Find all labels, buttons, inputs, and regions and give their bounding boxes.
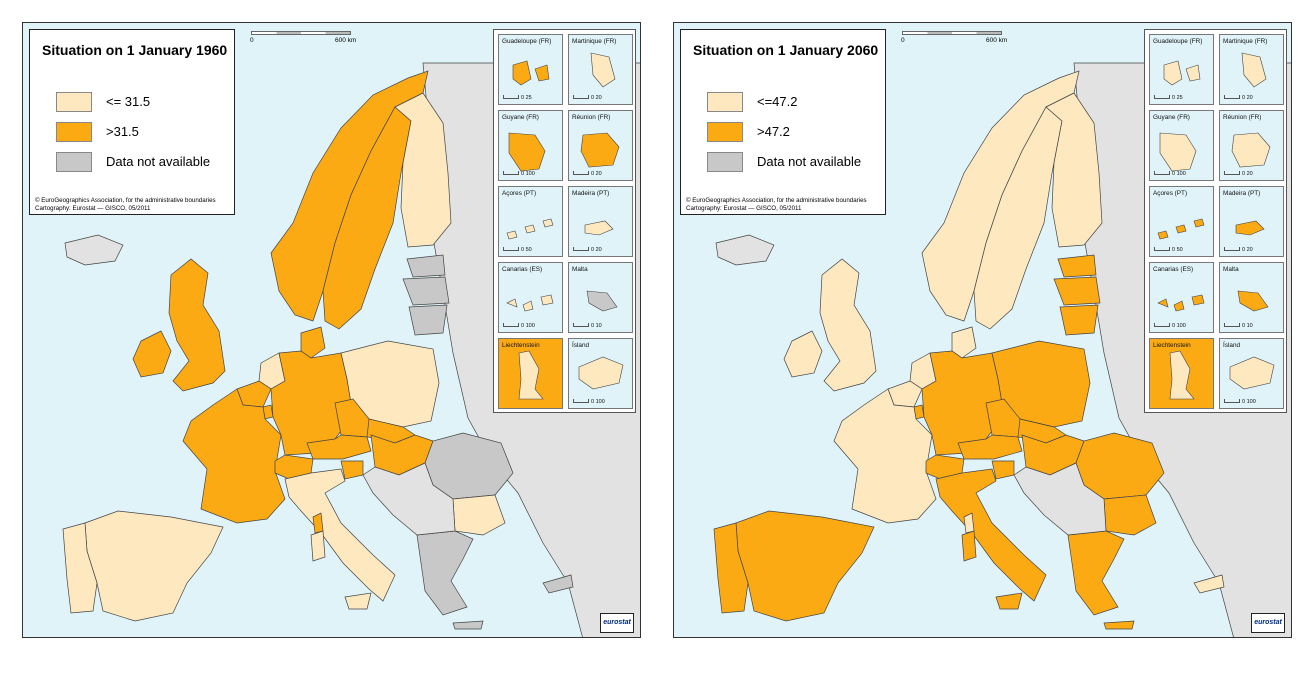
sardinia-shape: [961, 530, 977, 562]
country-ee: [406, 254, 446, 278]
country-cy: [1193, 574, 1225, 594]
country-dk: [951, 326, 977, 359]
legend-low: <= 31.5: [56, 92, 226, 112]
inset-martinique-fr: Martinique (FR) 0 20: [568, 34, 633, 105]
country-uk: [819, 258, 877, 392]
inset-guyane-fr: Guyane (FR) 0 100: [498, 110, 563, 181]
inset-r-union-fr: Réunion (FR) 0 20: [1219, 110, 1284, 181]
inset-a-ores-pt: Açores (PT) 0 50: [498, 186, 563, 257]
country-at: [957, 434, 1023, 460]
legend-na: Data not available: [56, 152, 226, 172]
country-es: [735, 510, 875, 622]
inset-madeira-pt: Madeira (PT) 0 20: [568, 186, 633, 257]
country-balkans: [1013, 462, 1107, 536]
country-pt: [713, 522, 749, 614]
legend-high: >31.5: [56, 122, 226, 142]
inset-canarias-es: Canarias (ES) 0 100: [498, 262, 563, 333]
inset-r-union-fr: Réunion (FR) 0 20: [568, 110, 633, 181]
inset-panel-2060: Guadeloupe (FR) 0 25 Martinique (FR) 0 20 Gu…: [1144, 29, 1287, 413]
corsica-shape: [312, 512, 324, 534]
country-is: [715, 234, 775, 266]
scale-bar: 0 600 km: [250, 31, 361, 53]
country-gr: [416, 530, 474, 616]
country-es: [84, 510, 224, 622]
corsica-shape: [963, 512, 975, 534]
country-gr: [1067, 530, 1125, 616]
map-title: Situation on 1 January 1960: [42, 42, 228, 58]
country-bg: [452, 494, 506, 536]
country-si: [340, 460, 364, 480]
legend-low: <=47.2: [707, 92, 877, 112]
credit-boundaries: © EuroGeographics Association, for the a…: [35, 197, 216, 204]
inset-madeira-pt: Madeira (PT) 0 20: [1219, 186, 1284, 257]
credit-cartography: Cartography: Eurostat — GISCO, 05/2011: [686, 205, 802, 212]
country-lv: [1053, 276, 1101, 306]
country-fr: [833, 388, 937, 524]
country-fi: [394, 92, 452, 248]
inset-canarias-es: Canarias (ES) 0 100: [1149, 262, 1214, 333]
inset-liechtenstein: Liechtenstein: [498, 338, 563, 409]
map-2060: 0 600 km Situation on 1 January 2060 <=4…: [673, 22, 1292, 638]
country-dk: [300, 326, 326, 359]
map-1960: 0 600 km Situation on 1 January 1960 <= …: [22, 22, 641, 638]
country-balkans: [362, 462, 456, 536]
country-is: [64, 234, 124, 266]
country-pt: [62, 522, 98, 614]
inset-martinique-fr: Martinique (FR) 0 20: [1219, 34, 1284, 105]
country-pl: [991, 340, 1091, 428]
country-ie: [783, 330, 823, 378]
inset-guadeloupe-fr: Guadeloupe (FR) 0 25: [498, 34, 563, 105]
country-lv: [402, 276, 450, 306]
legend-high: >47.2: [707, 122, 877, 142]
country-fr: [182, 388, 286, 524]
country-it: [935, 468, 1047, 602]
scale-bar: 0 600 km: [901, 31, 1012, 53]
eurostat-logo: eurostat: [600, 613, 634, 633]
credit-cartography: Cartography: Eurostat — GISCO, 05/2011: [35, 205, 151, 212]
map-title: Situation on 1 January 2060: [693, 42, 879, 58]
crete-shape: [1103, 620, 1135, 630]
eurostat-logo: eurostat: [1251, 613, 1285, 633]
legend-1960: Situation on 1 January 1960 <= 31.5 >31.…: [29, 29, 235, 215]
country-ee: [1057, 254, 1097, 278]
crete-shape: [452, 620, 484, 630]
country-at: [306, 434, 372, 460]
country-cy: [542, 574, 574, 594]
credit-boundaries: © EuroGeographics Association, for the a…: [686, 197, 867, 204]
country-se: [973, 106, 1063, 330]
country-it: [284, 468, 396, 602]
country-lt: [1059, 304, 1099, 336]
inset-guyane-fr: Guyane (FR) 0 100: [1149, 110, 1214, 181]
inset-malta: Malta 0 10: [568, 262, 633, 333]
sicily-shape: [344, 592, 372, 610]
inset-liechtenstein: Liechtenstein: [1149, 338, 1214, 409]
country-si: [991, 460, 1015, 480]
inset-a-ores-pt: Açores (PT) 0 50: [1149, 186, 1214, 257]
inset--sland: Ísland 0 100: [568, 338, 633, 409]
country-pl: [340, 340, 440, 428]
legend-na: Data not available: [707, 152, 877, 172]
country-se: [322, 106, 412, 330]
inset-guadeloupe-fr: Guadeloupe (FR) 0 25: [1149, 34, 1214, 105]
country-ie: [132, 330, 172, 378]
country-fi: [1045, 92, 1103, 248]
country-lt: [408, 304, 448, 336]
legend-2060: Situation on 1 January 2060 <=47.2 >47.2…: [680, 29, 886, 215]
sardinia-shape: [310, 530, 326, 562]
sicily-shape: [995, 592, 1023, 610]
country-uk: [168, 258, 226, 392]
inset--sland: Ísland 0 100: [1219, 338, 1284, 409]
inset-malta: Malta 0 10: [1219, 262, 1284, 333]
inset-panel-1960: Guadeloupe (FR) 0 25 Martinique (FR) 0 20 Gu…: [493, 29, 636, 413]
country-bg: [1103, 494, 1157, 536]
